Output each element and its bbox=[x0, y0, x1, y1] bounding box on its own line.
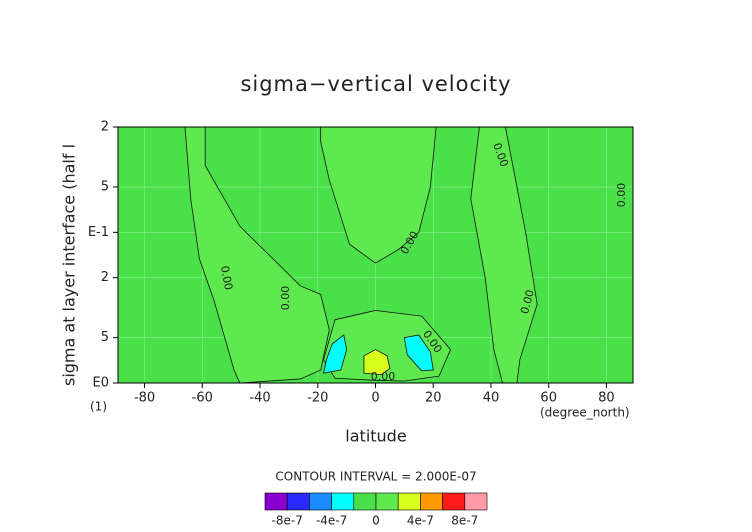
x-tick-label: 60 bbox=[540, 391, 557, 406]
colorbar-label: -4e-7 bbox=[316, 514, 347, 528]
x-tick-label: 80 bbox=[598, 391, 615, 406]
y-tick-label: 5 bbox=[101, 179, 109, 194]
colorbar-box bbox=[264, 492, 288, 511]
contour-region bbox=[320, 127, 437, 264]
colorbar-box bbox=[464, 492, 488, 511]
colorbar-label: 8e-7 bbox=[451, 514, 478, 528]
x-tick-label: -60 bbox=[192, 391, 213, 406]
colorbar-box bbox=[375, 492, 399, 511]
colorbar-box bbox=[309, 492, 332, 511]
contour-region bbox=[184, 127, 330, 383]
contour-label: 0.00 bbox=[518, 288, 537, 315]
colorbar-box bbox=[420, 492, 443, 511]
y-tick-label: E-1 bbox=[88, 225, 109, 240]
chart-title: sigma−vertical velocity bbox=[240, 72, 511, 96]
y-tick-label: E0 bbox=[93, 376, 110, 391]
x-tick-label: 40 bbox=[483, 391, 500, 406]
x-tick-label: -40 bbox=[249, 391, 270, 406]
plot-area bbox=[118, 127, 633, 383]
y-axis-label: sigma at layer interface (half l bbox=[60, 144, 79, 386]
colorbar-box bbox=[442, 492, 466, 511]
contour-region bbox=[363, 349, 391, 376]
colorbar-box bbox=[397, 492, 421, 511]
contour-label: 0.00 bbox=[218, 265, 235, 291]
contour-label: 0.00 bbox=[279, 286, 292, 311]
x-tick-label: 0 bbox=[371, 391, 379, 406]
contour-region bbox=[470, 127, 538, 383]
y-tick-label: 2 bbox=[101, 120, 109, 135]
contour-region bbox=[403, 334, 434, 372]
x-tick-label: -20 bbox=[307, 391, 328, 406]
x-tick-label: -80 bbox=[134, 391, 155, 406]
colorbar-label: 0 bbox=[372, 514, 380, 528]
contour-label: 0.00 bbox=[615, 183, 628, 208]
y-tick-label: 5 bbox=[101, 330, 109, 345]
x-tick-label: 20 bbox=[425, 391, 442, 406]
colorbar-box bbox=[331, 492, 355, 511]
colorbar-label: -8e-7 bbox=[272, 514, 303, 528]
contour-region bbox=[323, 334, 348, 374]
x-units: (degree_north) bbox=[540, 406, 630, 420]
x-axis-label: latitude bbox=[345, 427, 406, 446]
colorbar-label: 4e-7 bbox=[407, 514, 434, 528]
colorbar-box bbox=[286, 492, 310, 511]
y-tick-label: 2 bbox=[101, 270, 109, 285]
y-scale-note: (1) bbox=[90, 400, 107, 414]
contour-interval: CONTOUR INTERVAL = 2.000E-07 bbox=[275, 470, 476, 484]
contour-label: 0.00 bbox=[371, 370, 396, 383]
colorbar-box bbox=[353, 492, 377, 511]
